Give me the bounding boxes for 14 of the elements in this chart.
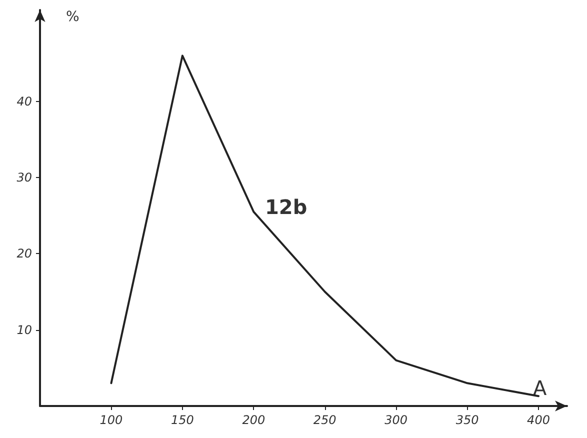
annotation: 12b <box>265 195 308 219</box>
y-tick-label: 40 <box>16 94 32 108</box>
x-tick-label: 200 <box>242 413 266 427</box>
x-tick-label: 400 <box>527 413 550 427</box>
y-axis-title: % <box>66 9 80 25</box>
x-tick-label: 250 <box>313 413 337 427</box>
x-tick-label: 300 <box>384 413 408 427</box>
x-tick-label: 150 <box>170 413 194 427</box>
x-tick-label: 100 <box>100 413 124 427</box>
y-tick-label: 10 <box>16 322 32 337</box>
y-tick-label: 30 <box>16 170 32 185</box>
y-tick-label: 20 <box>16 246 32 261</box>
x-tick-label: 350 <box>456 413 480 427</box>
x-axis-title: A <box>533 376 547 400</box>
